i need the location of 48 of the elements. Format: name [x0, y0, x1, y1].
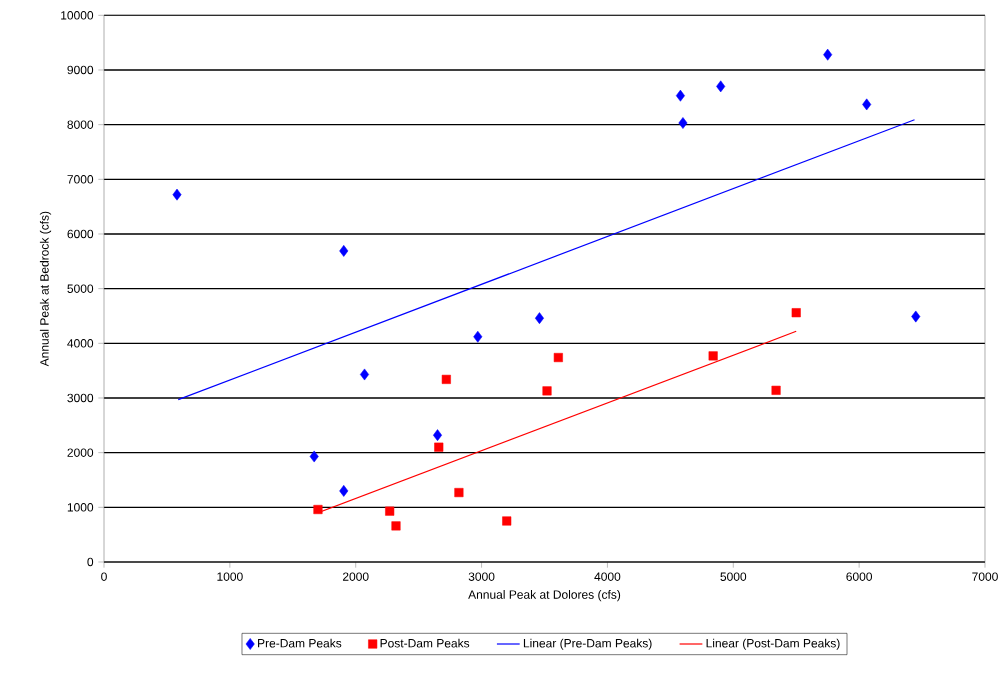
- y-tick-label: 5000: [67, 284, 94, 293]
- point: [339, 485, 349, 497]
- y-axis-title: Annual Peak at Bedrock (cfs): [39, 211, 52, 367]
- y-tick-label: 7000: [67, 175, 94, 184]
- x-tick-label: 3000: [468, 572, 495, 581]
- y-tick-label: 6000: [67, 229, 94, 239]
- point: [309, 450, 319, 463]
- y-tick-label: 10000: [61, 11, 94, 20]
- x-tick-label: 0: [101, 572, 107, 581]
- x-tick-label: 1000: [217, 572, 243, 581]
- point: [675, 89, 685, 102]
- point: [716, 80, 726, 93]
- legend-label: Linear (Pre-Dam Peaks): [523, 638, 652, 650]
- legend-label: Pre-Dam Peaks: [258, 638, 342, 648]
- point: [391, 521, 401, 531]
- point: [473, 330, 483, 343]
- x-tick-label: 6000: [846, 572, 873, 581]
- point: [911, 310, 921, 323]
- point: [172, 188, 182, 201]
- legend-label: Post-Dam Peaks: [380, 638, 470, 648]
- point: [678, 117, 688, 129]
- x-tick-label: 5000: [720, 572, 747, 581]
- point: [502, 516, 512, 526]
- legend-label: Linear (Post-Dam Peaks): [706, 638, 840, 650]
- point: [339, 245, 349, 257]
- x-tick-label: 7000: [972, 572, 998, 581]
- x-tick-label: 2000: [342, 572, 369, 581]
- y-tick-label: 0: [87, 557, 94, 567]
- point: [542, 386, 552, 396]
- y-tick-label: 9000: [67, 65, 94, 75]
- point: [862, 98, 872, 111]
- point: [454, 488, 464, 498]
- y-tick-label: 8000: [67, 120, 94, 129]
- y-tick-label: 3000: [67, 393, 94, 403]
- point: [313, 504, 323, 515]
- point: [385, 506, 395, 516]
- y-tick-label: 4000: [67, 339, 94, 348]
- x-tick-label: 4000: [594, 572, 621, 581]
- point: [553, 353, 563, 363]
- point: [434, 442, 444, 452]
- x-axis-title: Annual Peak at Dolores (cfs): [468, 590, 621, 602]
- point: [708, 351, 718, 361]
- point: [791, 308, 801, 318]
- y-tick-label: 1000: [67, 503, 94, 512]
- point: [823, 48, 833, 61]
- y-tick-label: 2000: [67, 448, 94, 457]
- point: [441, 374, 451, 384]
- point: [771, 385, 781, 395]
